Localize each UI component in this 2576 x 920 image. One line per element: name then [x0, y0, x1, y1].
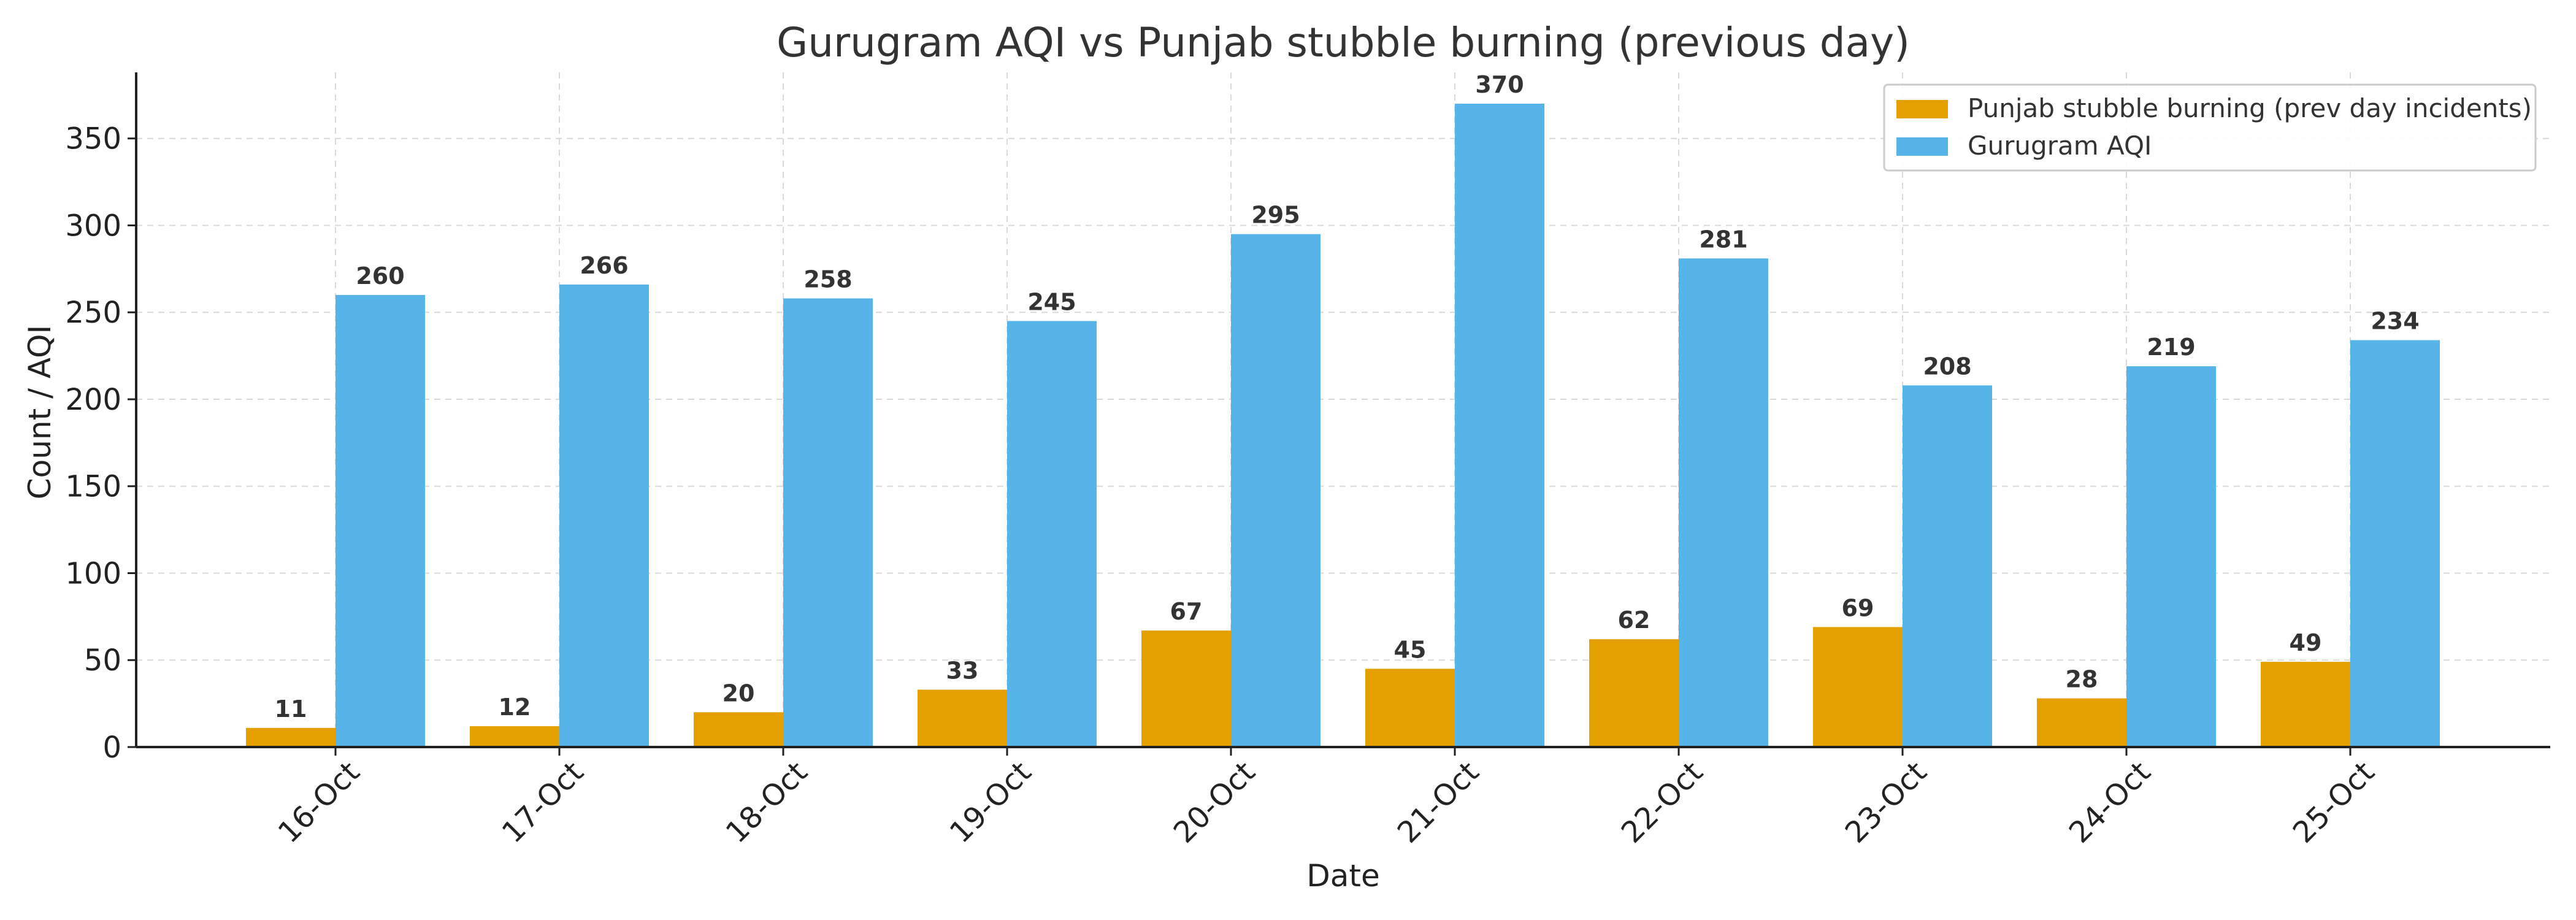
- data-label-aqi: 266: [580, 252, 628, 279]
- data-label-aqi: 258: [803, 266, 852, 293]
- bar-gurugram-aqi: [559, 284, 649, 747]
- y-tick-label: 300: [65, 209, 121, 243]
- data-label-punjab: 69: [1842, 594, 1874, 621]
- bar-punjab-stubble: [470, 726, 559, 747]
- y-tick-label: 150: [65, 470, 121, 504]
- data-label-punjab: 67: [1170, 598, 1203, 625]
- bar-gurugram-aqi: [1007, 321, 1097, 747]
- bar-punjab-stubble: [1141, 631, 1231, 747]
- bar-punjab-stubble: [1813, 627, 1903, 747]
- x-tick-label: 21-Oct: [1391, 755, 1486, 850]
- data-label-aqi: 295: [1251, 202, 1300, 229]
- x-tick-label: 20-Oct: [1167, 755, 1262, 850]
- data-labels-layer: 11 12 20 33 67 45 62 69 28 49 260 266 258 245 295 370 28…: [275, 71, 2420, 723]
- legend-frame: [1883, 83, 2537, 172]
- x-tick-label: 23-Oct: [1839, 755, 1934, 850]
- data-label-aqi: 245: [1027, 288, 1076, 315]
- bar-gurugram-aqi: [335, 294, 425, 747]
- y-tick-label: 100: [65, 556, 121, 591]
- data-label-punjab: 20: [723, 680, 755, 707]
- bar-gurugram-aqi: [2126, 366, 2216, 747]
- bar-gurugram-aqi: [1455, 104, 1544, 748]
- data-label-punjab: 12: [499, 694, 531, 721]
- legend-swatch-aqi: [1896, 137, 1948, 156]
- x-axis-label: Date: [1306, 858, 1380, 894]
- data-label-punjab: 45: [1394, 636, 1427, 663]
- bar-gurugram-aqi: [783, 298, 873, 747]
- bar-gurugram-aqi: [2350, 340, 2440, 747]
- x-tick-label: 17-Oct: [496, 755, 591, 850]
- data-label-punjab: 49: [2290, 629, 2322, 656]
- legend: Punjab stubble burning (prev day inciden…: [1883, 83, 2537, 172]
- bar-punjab-stubble: [246, 727, 335, 747]
- data-label-aqi: 234: [2371, 308, 2419, 335]
- data-label-aqi: 208: [1923, 353, 1971, 380]
- bar-punjab-stubble: [918, 689, 1007, 747]
- bar-punjab-stubble: [1365, 669, 1455, 747]
- bar-gurugram-aqi: [1231, 234, 1321, 747]
- bar-gurugram-aqi: [1903, 385, 1992, 747]
- data-label-aqi: 219: [2147, 334, 2195, 361]
- data-label-aqi: 281: [1699, 226, 1747, 253]
- y-tick-label: 350: [65, 122, 121, 156]
- x-tick-label: 18-Oct: [719, 755, 815, 850]
- legend-label-aqi: Gurugram AQI: [1968, 131, 2152, 161]
- bar-punjab-stubble: [694, 712, 783, 747]
- y-axis-label: Count / AQI: [22, 325, 58, 500]
- data-label-punjab: 28: [2066, 666, 2098, 693]
- data-label-punjab: 62: [1618, 607, 1650, 634]
- legend-swatch-punjab: [1896, 100, 1948, 118]
- bar-gurugram-aqi: [1679, 258, 1768, 747]
- data-label-aqi: 370: [1475, 71, 1524, 98]
- x-tick-label: 24-Oct: [2063, 755, 2158, 850]
- data-label-aqi: 260: [356, 263, 404, 289]
- bar-punjab-stubble: [1589, 639, 1679, 747]
- y-tick-label: 50: [84, 643, 121, 678]
- legend-label-punjab: Punjab stubble burning (prev day inciden…: [1968, 93, 2532, 123]
- data-label-punjab: 11: [275, 696, 307, 723]
- data-label-punjab: 33: [946, 657, 979, 684]
- bar-punjab-stubble: [2261, 662, 2350, 747]
- y-tick-label: 200: [65, 383, 121, 417]
- bar-punjab-stubble: [2037, 698, 2126, 747]
- chart-title: Gurugram AQI vs Punjab stubble burning (…: [776, 19, 1910, 66]
- y-tick-label: 250: [65, 296, 121, 330]
- x-tick-label: 25-Oct: [2287, 755, 2382, 850]
- x-tick-label: 16-Oct: [272, 755, 367, 850]
- x-tick-label: 19-Oct: [943, 755, 1038, 850]
- y-tick-label: 0: [102, 730, 121, 765]
- x-tick-label: 22-Oct: [1615, 755, 1710, 850]
- bars-layer: [246, 104, 2440, 748]
